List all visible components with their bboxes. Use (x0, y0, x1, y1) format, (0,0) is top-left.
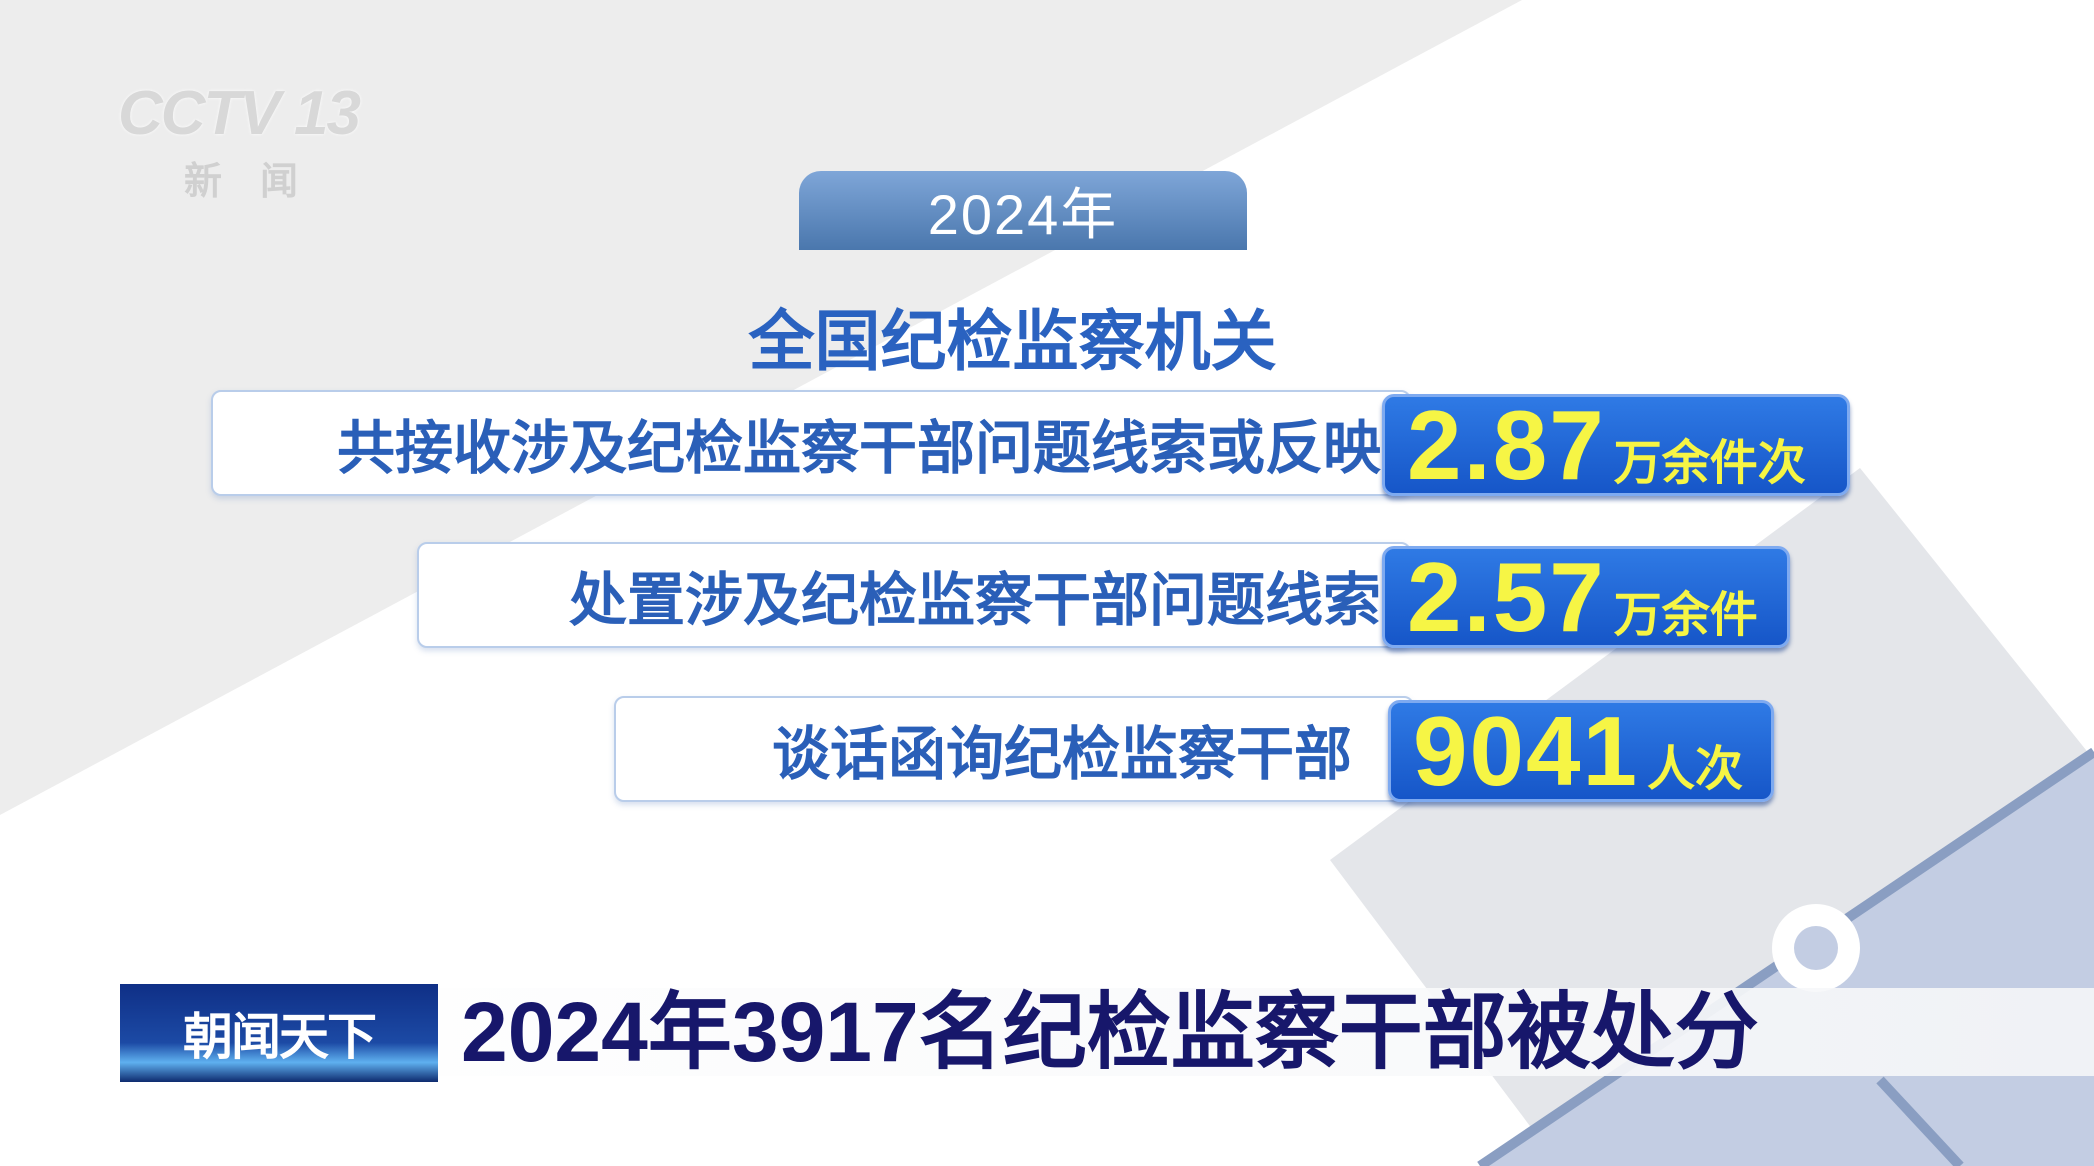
lower-third-strip (120, 988, 2094, 1076)
logo-channel: CCTV 13 (118, 79, 361, 148)
year-badge: 2024年 (799, 171, 1247, 250)
stat-value-box: 2.87 万余件次 (1382, 394, 1850, 496)
stat-value-box: 9041 人次 (1388, 700, 1774, 802)
stat-label: 谈话函询纪检监察干部 (614, 696, 1414, 802)
stat-row: 共接收涉及纪检监察干部问题线索或反映 2.87 万余件次 (211, 390, 1850, 496)
logo-sub: 新闻 (184, 161, 337, 203)
stat-value: 2.57 (1407, 542, 1606, 652)
stat-row: 处置涉及纪检监察干部问题线索 2.57 万余件 (417, 542, 1790, 648)
stat-value: 9041 (1413, 696, 1640, 806)
cctv13-logo: CCTV 13 新闻 (118, 78, 393, 203)
stat-unit: 万余件次 (1613, 437, 1806, 490)
stat-label: 共接收涉及纪检监察干部问题线索或反映 (211, 390, 1411, 496)
stat-unit: 万余件 (1613, 589, 1758, 642)
program-tag: 朝闻天下 (120, 984, 438, 1082)
stat-value-box: 2.57 万余件 (1382, 546, 1790, 648)
stat-unit: 人次 (1647, 743, 1744, 796)
stat-label: 处置涉及纪检监察干部问题线索 (417, 542, 1411, 648)
headline: 2024年3917名纪检监察干部被处分 (461, 985, 1759, 1079)
stat-row: 谈话函询纪检监察干部 9041 人次 (614, 696, 1774, 802)
stat-value: 2.87 (1407, 390, 1606, 500)
heading: 全国纪检监察机关 (748, 304, 1277, 378)
